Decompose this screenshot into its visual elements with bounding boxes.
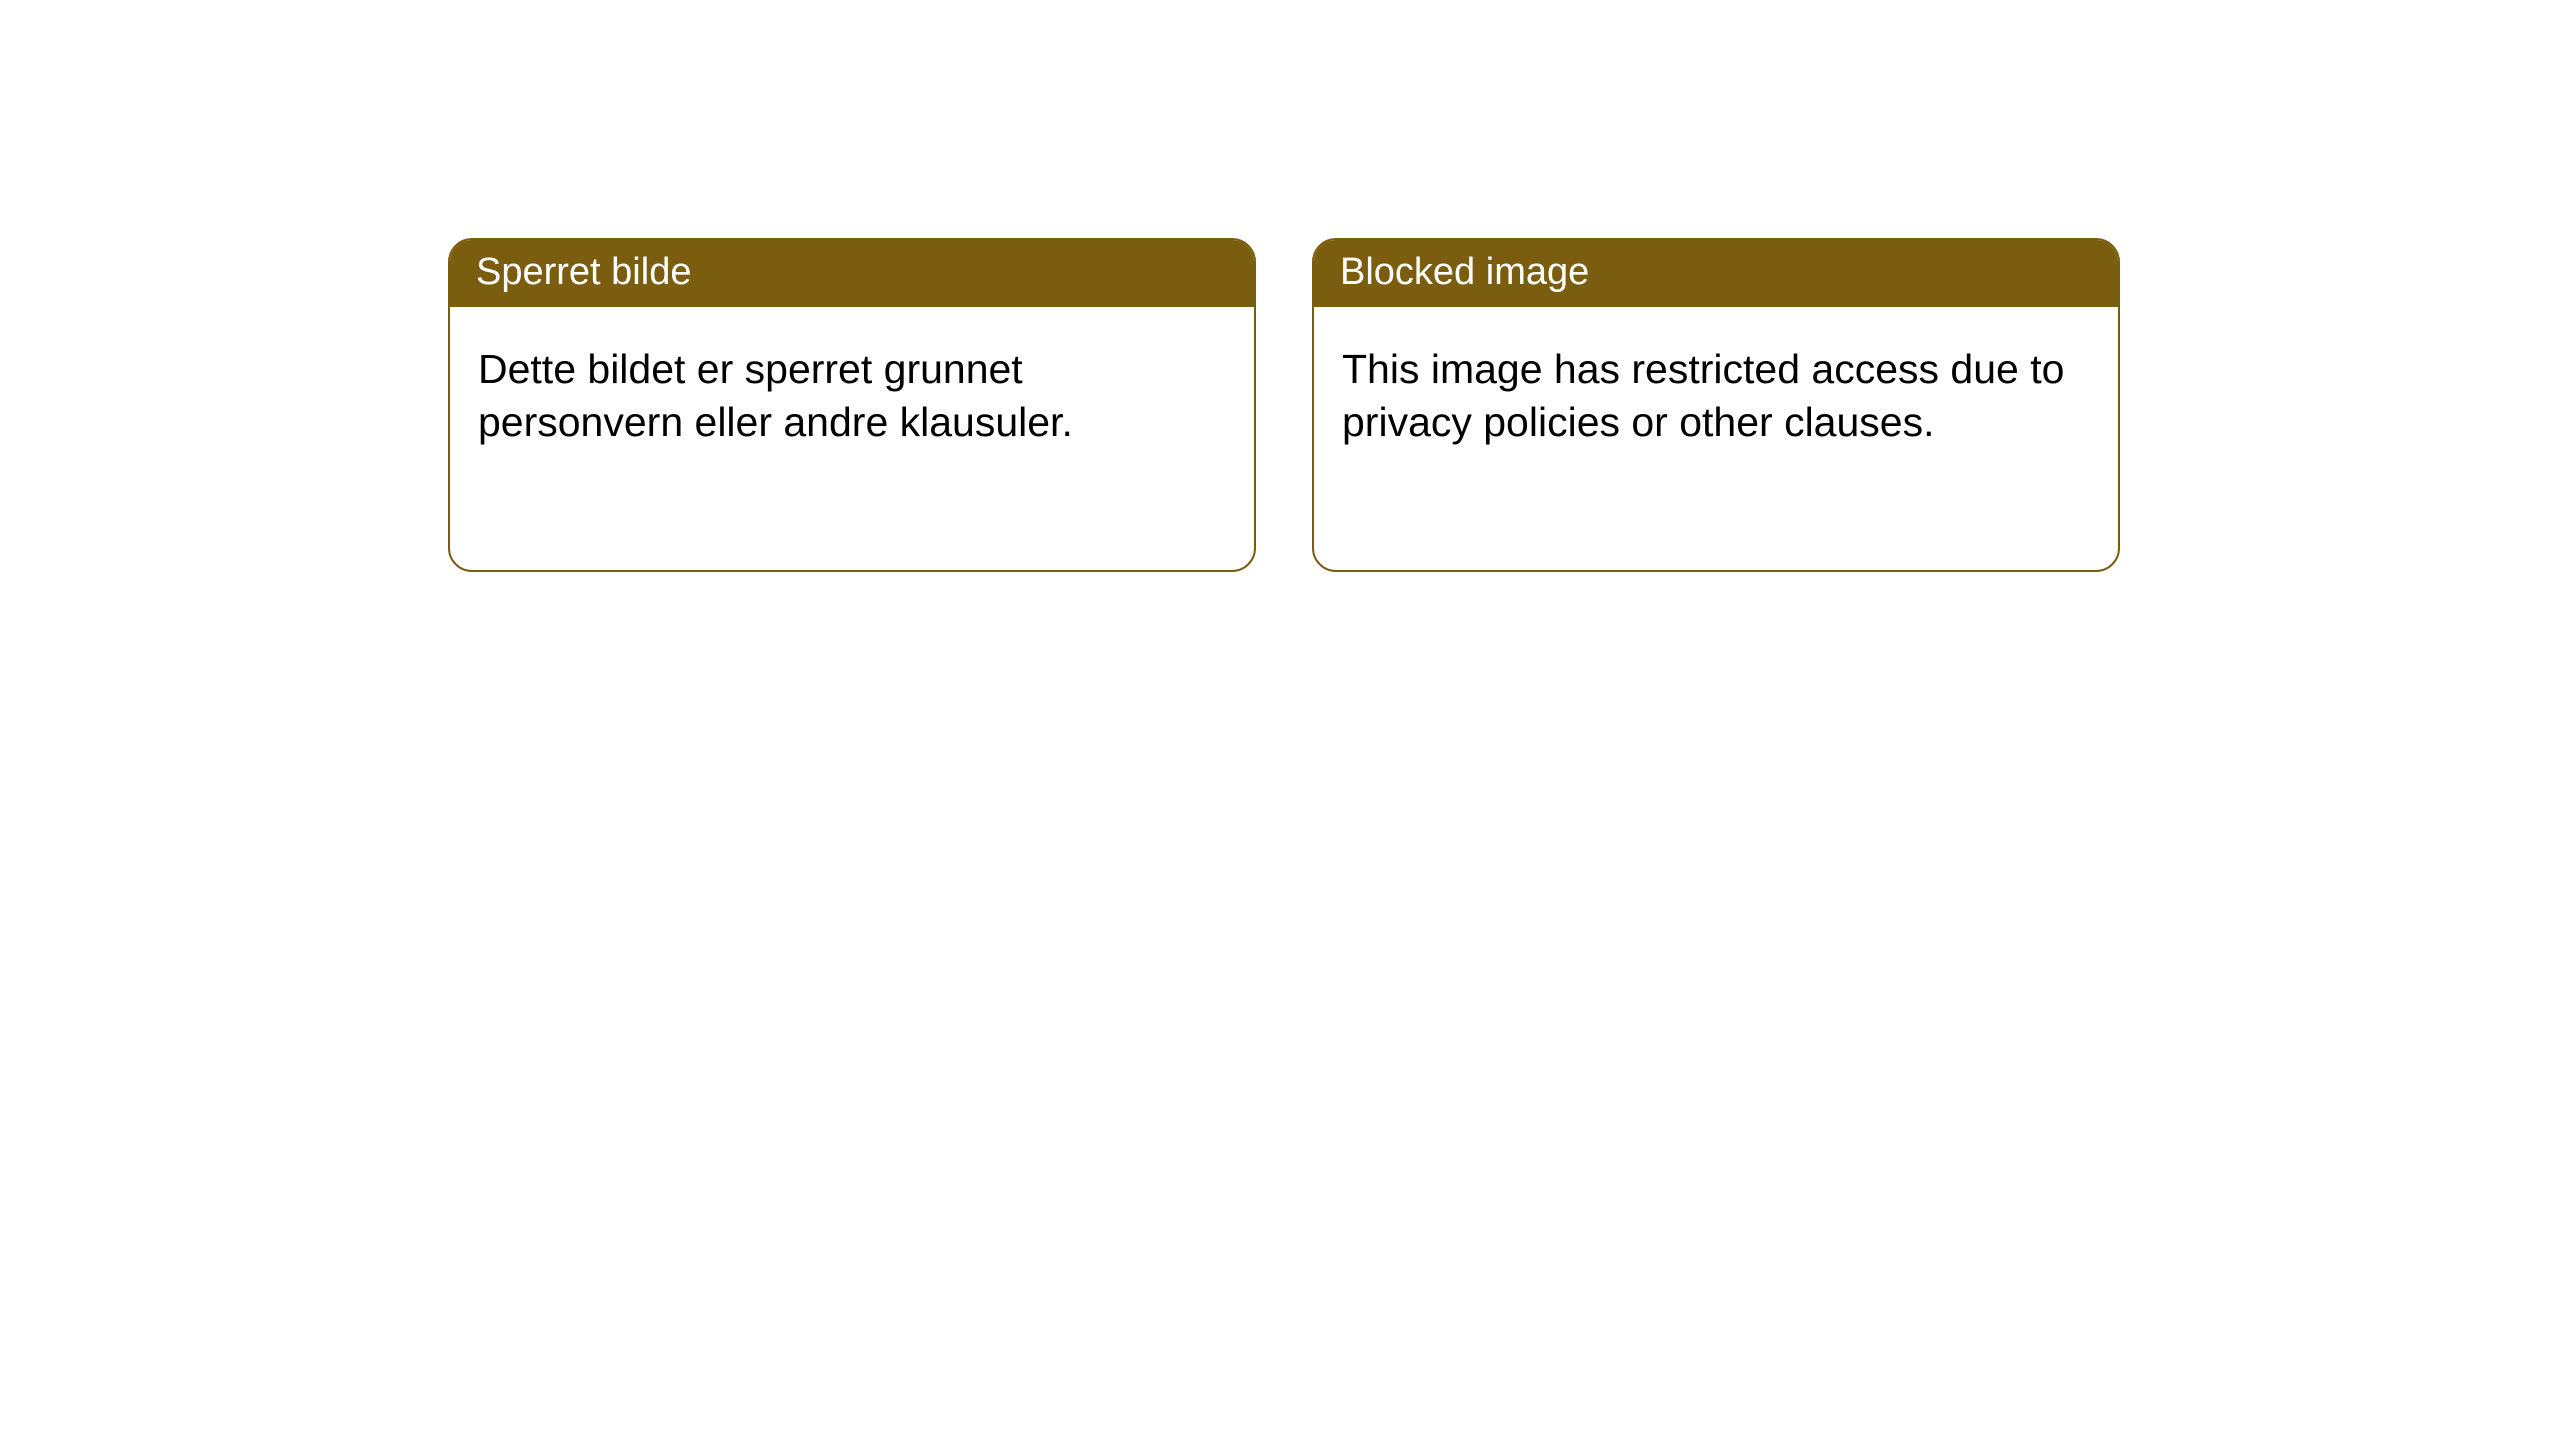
blocked-image-card-english: Blocked image This image has restricted … [1312,238,2120,572]
card-title-english: Blocked image [1340,251,1589,293]
card-message-english: This image has restricted access due to … [1342,346,2064,444]
notice-container: Sperret bilde Dette bildet er sperret gr… [0,0,2560,572]
blocked-image-card-norwegian: Sperret bilde Dette bildet er sperret gr… [448,238,1256,572]
card-body-english: This image has restricted access due to … [1314,307,2118,484]
card-message-norwegian: Dette bildet er sperret grunnet personve… [478,346,1073,444]
card-title-norwegian: Sperret bilde [476,251,691,293]
card-body-norwegian: Dette bildet er sperret grunnet personve… [450,307,1254,484]
card-header-norwegian: Sperret bilde [450,240,1254,307]
card-header-english: Blocked image [1314,240,2118,307]
